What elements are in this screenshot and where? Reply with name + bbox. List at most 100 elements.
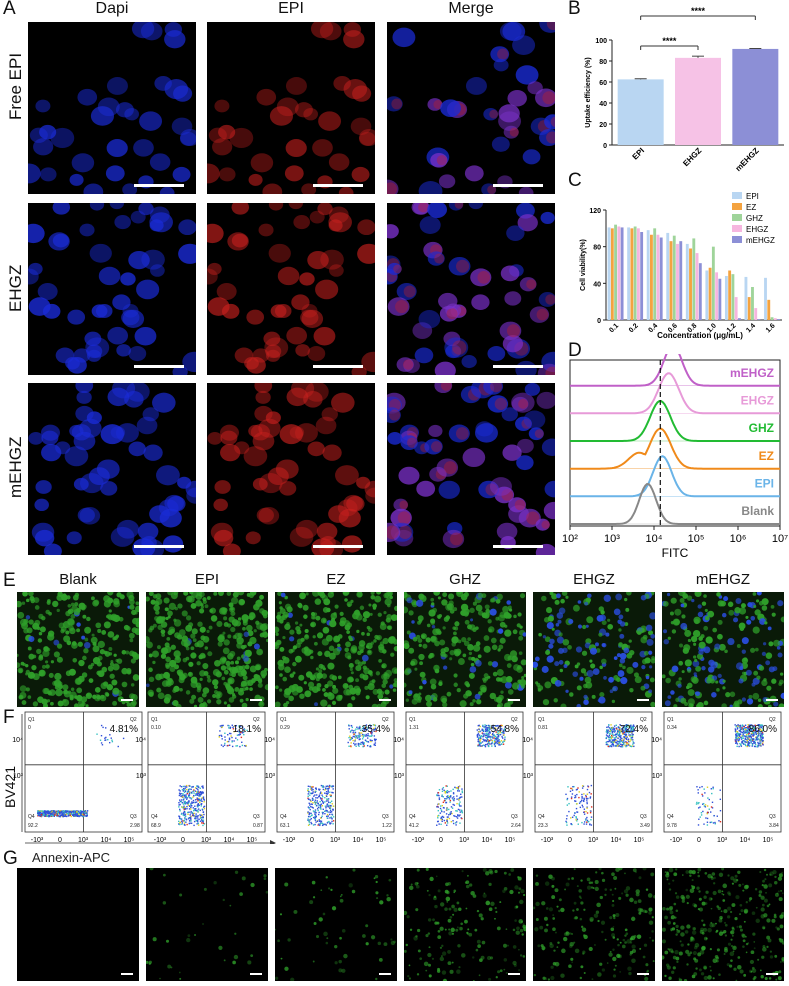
flow-event [320, 808, 322, 810]
flow-event [307, 797, 309, 799]
flow-event [201, 814, 203, 816]
flow-event [448, 796, 450, 799]
significance-label: **** [662, 36, 677, 46]
flow-event [618, 741, 620, 743]
flow-event [618, 729, 621, 731]
flow-event [584, 819, 587, 821]
flow-event [191, 786, 193, 788]
flow-event [699, 806, 701, 808]
flow-event [609, 736, 611, 739]
flow-event [632, 726, 635, 729]
flow-event [46, 810, 48, 813]
flow-event [450, 821, 453, 823]
flow-event [46, 815, 49, 818]
flow-event [359, 732, 361, 734]
panel-g-image-5 [662, 868, 784, 981]
flow-event [617, 737, 619, 740]
flow-event [499, 744, 501, 746]
flow-event [307, 795, 309, 797]
flow-event [622, 726, 624, 728]
flow-event [185, 795, 187, 798]
flow-event [497, 739, 499, 742]
flow-event [757, 741, 759, 744]
panel-e-title-mEHGZ: mEHGZ [695, 571, 751, 588]
flow-event [740, 736, 742, 738]
flow-event [619, 745, 622, 748]
flow-event [180, 801, 183, 803]
flow-event [573, 814, 575, 817]
flow-event [590, 810, 592, 812]
flow-event [753, 729, 755, 732]
flow-event [479, 741, 481, 744]
flow-event [738, 734, 740, 737]
flow-event [364, 728, 366, 730]
flow-event [314, 801, 317, 804]
x-tick-label: 10⁴ [482, 837, 493, 844]
scale-bar [508, 699, 520, 701]
panel-e-image-mEHGZ [662, 592, 784, 707]
flow-event [610, 731, 612, 733]
quad-value-q3: 1.22 [382, 823, 392, 829]
flow-event [719, 821, 722, 823]
flow-event [743, 732, 745, 734]
flow-event [612, 741, 615, 744]
flow-event [193, 812, 195, 815]
flow-event [307, 788, 309, 790]
legend-swatch-mEHGZ [732, 236, 742, 243]
flow-event [184, 813, 187, 815]
flow-event [331, 803, 334, 805]
flow-event [183, 794, 186, 796]
legend-swatch-GHZ [732, 214, 742, 221]
flow-event [608, 734, 610, 737]
flow-event [706, 786, 709, 788]
legend-label-EHGZ: EHGZ [746, 225, 768, 234]
flow-event [452, 803, 454, 806]
flow-event [178, 804, 180, 806]
y-tick-label: 10³ [13, 773, 24, 780]
flow-event [310, 805, 312, 808]
flow-event [324, 796, 326, 799]
flow-event [448, 808, 450, 811]
flow-event [459, 797, 461, 799]
bar-EHGZ-0.1 [617, 226, 621, 320]
flow-event [607, 729, 609, 731]
flow-event [456, 817, 459, 819]
flow-event [745, 734, 748, 736]
flow-event [63, 815, 65, 818]
flow-event [319, 797, 322, 799]
flow-event [453, 799, 455, 802]
flow-event [65, 813, 68, 816]
flow-event [186, 798, 188, 800]
flow-event [68, 815, 70, 817]
flow-event [314, 823, 316, 826]
flow-event [373, 724, 376, 726]
flow-event [606, 729, 608, 731]
flow-event [494, 735, 496, 737]
flow-event [444, 790, 446, 793]
flow-event [750, 730, 752, 732]
flow-event [437, 794, 439, 796]
flow-event [748, 725, 750, 728]
flow-event [567, 786, 569, 788]
x-tick-label: 10⁴ [646, 533, 663, 545]
flow-event [96, 733, 98, 735]
flow-event [314, 810, 316, 813]
flow-event [480, 735, 483, 737]
flow-event [361, 734, 363, 737]
flow-event [437, 815, 439, 817]
flow-event [761, 740, 764, 742]
flow-event [578, 802, 581, 804]
flow-event [109, 734, 111, 736]
quad-percent-q2: 72.4% [620, 724, 648, 735]
bar-EPI [617, 79, 664, 145]
flow-event [610, 745, 612, 748]
panel-g-annexin-label: Annexin-APC [32, 850, 111, 865]
flow-event [318, 811, 320, 814]
flow-event [185, 794, 187, 796]
flow-event [179, 821, 182, 824]
flow-event [611, 740, 613, 742]
flow-event [613, 731, 616, 733]
flow-event [573, 785, 575, 788]
flow-event [326, 803, 329, 805]
